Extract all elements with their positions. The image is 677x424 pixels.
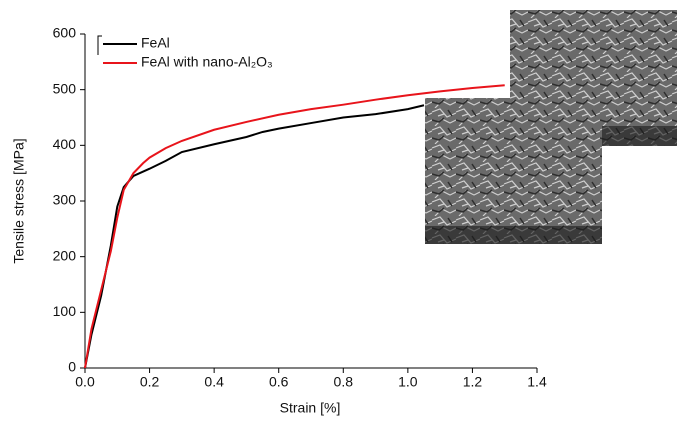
x-tick-label: 0.4 — [204, 374, 224, 390]
x-tick-label: 1.2 — [463, 374, 483, 390]
x-tick-label: 1.0 — [398, 374, 418, 390]
x-tick-label: 1.4 — [527, 374, 547, 390]
y-axis-label: Tensile stress [MPa] — [11, 138, 27, 263]
series-line — [84, 104, 425, 369]
sem-image — [425, 98, 602, 244]
y-tick-label: 200 — [53, 247, 77, 263]
x-axis-label: Strain [%] — [280, 400, 341, 416]
series-line — [84, 84, 505, 369]
x-tick-label: 0.8 — [334, 374, 354, 390]
y-tick-label: 600 — [53, 25, 77, 41]
x-tick-label: 0.0 — [75, 374, 95, 390]
y-tick-label: 100 — [53, 303, 77, 319]
legend-frame — [97, 35, 102, 55]
sem-scale-bar — [425, 226, 602, 244]
x-tick-label: 0.6 — [269, 374, 289, 390]
legend-label: FeAl with nano-Al₂O₃ — [141, 54, 273, 70]
y-tick-label: 400 — [53, 136, 77, 152]
y-tick-label: 300 — [53, 192, 77, 208]
y-tick-label: 0 — [68, 359, 76, 375]
x-tick-label: 0.2 — [140, 374, 160, 390]
y-tick-label: 500 — [53, 80, 77, 96]
legend-label: FeAl — [141, 35, 170, 51]
